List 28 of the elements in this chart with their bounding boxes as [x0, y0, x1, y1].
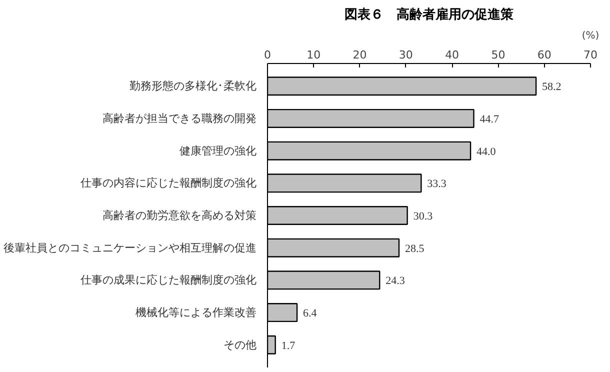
x-tick-label: 10	[306, 48, 321, 62]
data-label: 6.4	[303, 308, 318, 320]
data-label: 1.7	[281, 340, 296, 352]
y-tick-label: 機械化等による作業改善	[136, 306, 256, 320]
x-axis-title: (%)	[582, 30, 600, 42]
data-label: 30.3	[413, 210, 434, 222]
y-tick-label: 高齢者が担当できる職務の開発	[102, 112, 256, 125]
data-label: 44.0	[476, 146, 496, 158]
y-tick-label: 後輩社員とのコミュニケーションや相互理解の促進	[4, 241, 256, 254]
x-tick-label: 20	[352, 48, 367, 62]
x-tick-label: 40	[445, 48, 460, 62]
chart-title: 図表６ 高齢者雇用の促進策	[344, 6, 514, 22]
x-tick-label: 0	[264, 48, 271, 62]
x-tick-label: 50	[491, 48, 506, 62]
data-label: 58.2	[542, 81, 562, 94]
data-label: 44.7	[480, 113, 500, 126]
data-label: 28.5	[405, 242, 425, 255]
y-tick-label: その他	[224, 338, 256, 352]
y-tick-label: 高齢者の勤労意欲を高める対策	[102, 209, 256, 222]
x-tick-label: 30	[398, 48, 413, 62]
data-label: 24.3	[386, 275, 406, 288]
x-tick-label: 70	[584, 48, 598, 62]
y-tick-label: 勤務形態の多様化･柔軟化	[130, 80, 256, 93]
y-tick-label: 仕事の内容に応じた報酬制度の強化	[80, 176, 256, 190]
y-tick-label: 健康管理の強化	[180, 144, 256, 158]
x-tick-label: 60	[537, 48, 552, 62]
y-tick-label: 仕事の成果に応じた報酬制度の強化	[80, 274, 256, 287]
data-label: 33.3	[427, 178, 447, 190]
